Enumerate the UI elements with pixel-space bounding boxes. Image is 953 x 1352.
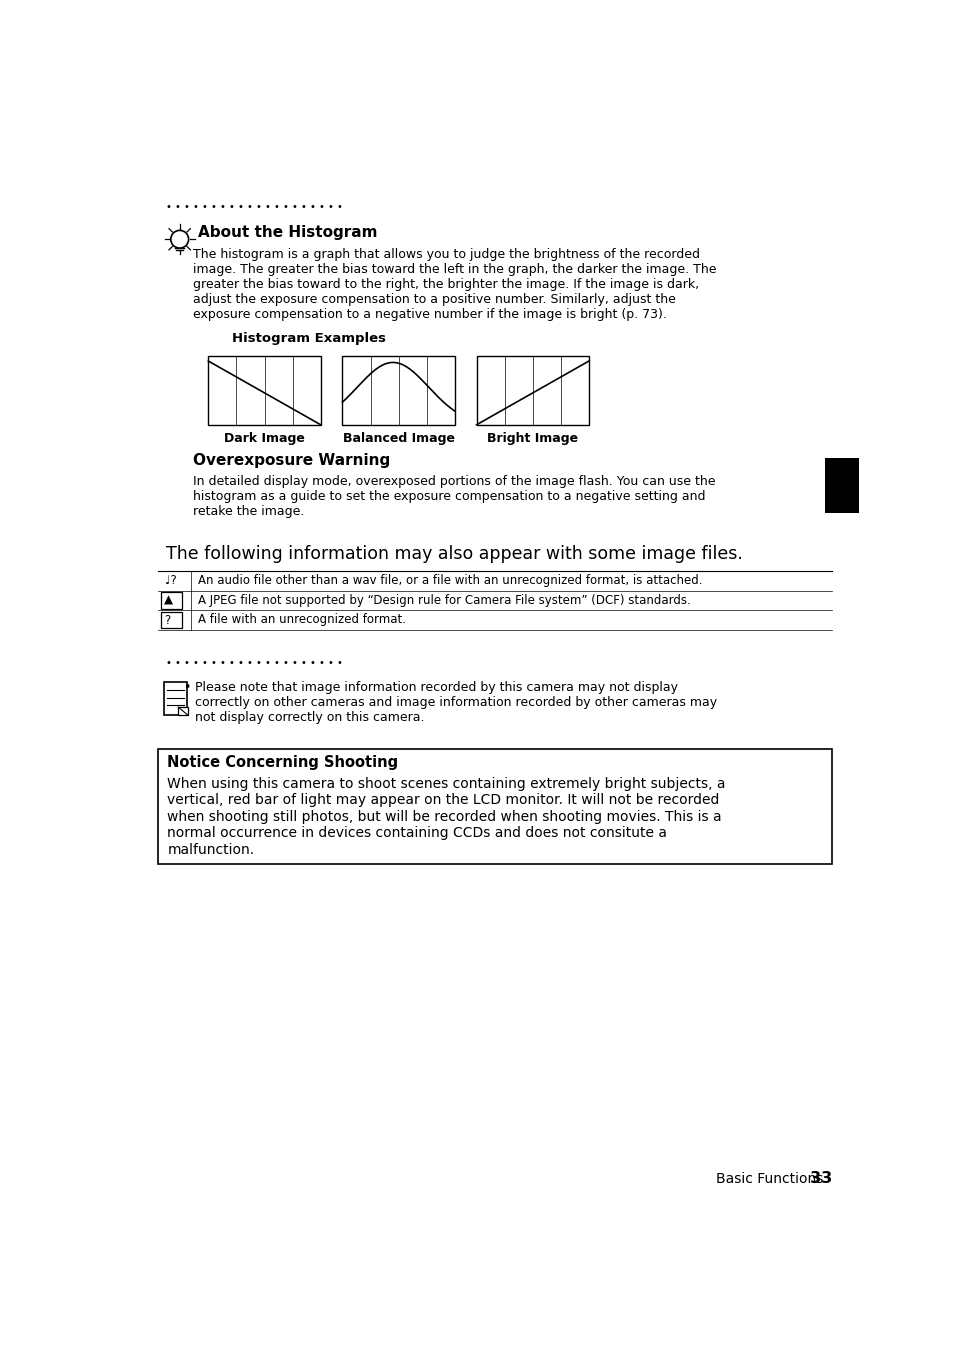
Text: An audio file other than a wav file, or a file with an unrecognized format, is a: An audio file other than a wav file, or … — [198, 575, 702, 587]
Text: greater the bias toward to the right, the brighter the image. If the image is da: greater the bias toward to the right, th… — [193, 279, 699, 291]
Text: histogram as a guide to set the exposure compensation to a negative setting and: histogram as a guide to set the exposure… — [193, 491, 704, 503]
Text: • • • • • • • • • • • • • • • • • • • •: • • • • • • • • • • • • • • • • • • • • — [166, 657, 342, 668]
Text: exposure compensation to a negative number if the image is bright (p. 73).: exposure compensation to a negative numb… — [193, 308, 666, 322]
Bar — [342, 356, 455, 425]
Text: Bright Image: Bright Image — [487, 433, 578, 445]
Text: vertical, red bar of light may appear on the LCD monitor. It will not be recorde: vertical, red bar of light may appear on… — [167, 794, 719, 807]
Text: Balanced Image: Balanced Image — [342, 433, 455, 445]
Bar — [476, 356, 588, 425]
Bar — [161, 612, 182, 629]
Text: When using this camera to shoot scenes containing extremely bright subjects, a: When using this camera to shoot scenes c… — [167, 776, 725, 791]
Text: normal occurrence in devices containing CCDs and does not consitute a: normal occurrence in devices containing … — [167, 826, 666, 841]
Bar — [158, 749, 831, 864]
Text: About the Histogram: About the Histogram — [198, 226, 377, 241]
Text: Histogram Examples: Histogram Examples — [232, 333, 385, 345]
Text: •: • — [183, 681, 191, 694]
Text: adjust the exposure compensation to a positive number. Similarly, adjust the: adjust the exposure compensation to a po… — [193, 293, 675, 306]
Text: ▲: ▲ — [164, 594, 172, 607]
Text: In detailed display mode, overexposed portions of the image flash. You can use t: In detailed display mode, overexposed po… — [193, 476, 715, 488]
Text: • • • • • • • • • • • • • • • • • • • •: • • • • • • • • • • • • • • • • • • • • — [166, 203, 342, 212]
Text: image. The greater the bias toward the left in the graph, the darker the image. : image. The greater the bias toward the l… — [193, 264, 716, 276]
Text: 33: 33 — [720, 1171, 831, 1186]
Text: Please note that image information recorded by this camera may not display: Please note that image information recor… — [195, 681, 678, 694]
Text: ?: ? — [164, 614, 170, 626]
Text: Basic Functions: Basic Functions — [716, 1172, 831, 1186]
Text: correctly on other cameras and image information recorded by other cameras may: correctly on other cameras and image inf… — [195, 696, 717, 708]
Text: A file with an unrecognized format.: A file with an unrecognized format. — [198, 614, 406, 626]
Text: Notice Concerning Shooting: Notice Concerning Shooting — [167, 756, 398, 771]
Text: retake the image.: retake the image. — [193, 506, 304, 518]
Bar — [208, 356, 320, 425]
Text: Dark Image: Dark Image — [224, 433, 305, 445]
Text: The following information may also appear with some image files.: The following information may also appea… — [166, 545, 741, 562]
Bar — [164, 683, 187, 715]
Text: malfunction.: malfunction. — [167, 842, 254, 857]
Bar — [823, 458, 858, 514]
Text: not display correctly on this camera.: not display correctly on this camera. — [195, 711, 424, 723]
Bar — [161, 592, 182, 608]
Text: A JPEG file not supported by “Design rule for Camera File system” (DCF) standard: A JPEG file not supported by “Design rul… — [198, 594, 690, 607]
Bar — [178, 707, 188, 715]
Text: Overexposure Warning: Overexposure Warning — [193, 453, 390, 468]
Text: when shooting still photos, but will be recorded when shooting movies. This is a: when shooting still photos, but will be … — [167, 810, 721, 823]
Text: ♩?: ♩? — [165, 575, 177, 587]
Text: The histogram is a graph that allows you to judge the brightness of the recorded: The histogram is a graph that allows you… — [193, 249, 700, 261]
